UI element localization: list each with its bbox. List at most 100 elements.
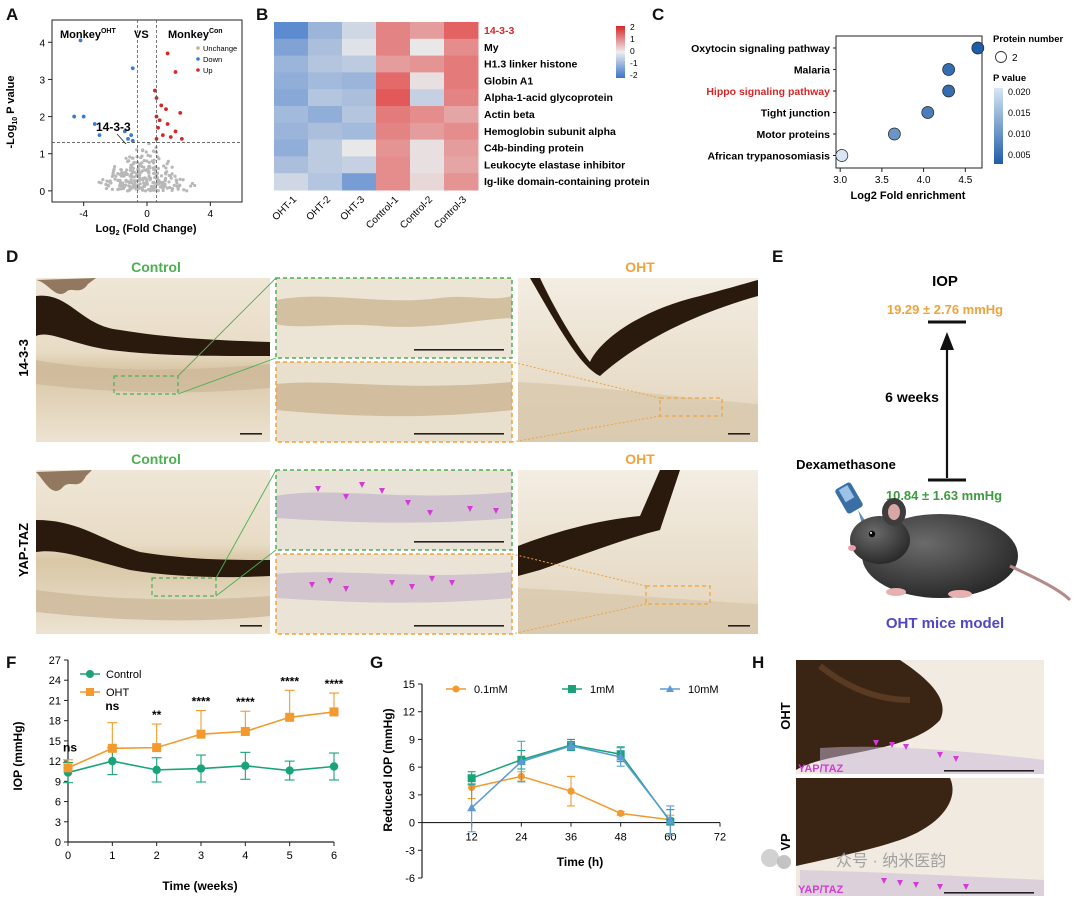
heatmap-cell [274, 89, 309, 107]
volcano-point-up [178, 110, 183, 115]
iop-x-tick-label: 6 [331, 850, 337, 862]
volcano-point-unchanged [134, 187, 138, 191]
legend-dot-up [196, 68, 200, 72]
reduced-iop-point-0-1mm [617, 809, 625, 817]
legend-label-10mm: 10mM [688, 684, 719, 696]
legend-marker-10mm [666, 685, 674, 692]
heatmap-color-scale [616, 26, 625, 78]
volcano-title-right: MonkeyCon [168, 28, 223, 41]
heatmap-cell [376, 89, 411, 107]
heatmap-cell [376, 72, 411, 90]
volcano-point-unchanged [170, 188, 174, 192]
control-label-top: Control [131, 259, 181, 275]
heatmap-cell [410, 55, 445, 73]
micrograph-control-yap-taz [36, 470, 270, 634]
legend-label-up: Up [203, 66, 213, 75]
heatmap-cell [308, 55, 343, 73]
pathway-label: Oxytocin signaling pathway [691, 43, 830, 55]
volcano-point-unchanged [163, 182, 167, 186]
roi-oht-14-3-3 [659, 397, 723, 417]
iop-point-control [329, 762, 339, 771]
volcano-point-unchanged [145, 159, 149, 163]
volcano-point-unchanged [128, 155, 132, 159]
volcano-y-tick-label: 4 [39, 38, 45, 49]
heatmap-cell [308, 173, 343, 191]
iop-point-oht [107, 743, 117, 753]
heatmap-cell [444, 55, 479, 73]
volcano-point-up [173, 129, 178, 134]
volcano-point-unchanged [111, 172, 115, 176]
significance-mark: **** [280, 674, 299, 688]
eye-drop-bottle [835, 482, 866, 524]
yap-arrows-oht [309, 576, 455, 592]
iop-point-control [152, 765, 161, 775]
heatmap-cell [342, 72, 377, 90]
volcano-point-unchanged [147, 169, 151, 173]
heatmap-scale-label: 0 [630, 46, 635, 56]
significance-mark: ** [152, 708, 162, 722]
volcano-point-down [92, 122, 97, 126]
iop-x-tick-label: 5 [287, 850, 293, 862]
volcano-point-unchanged [132, 179, 136, 183]
volcano-point-unchanged [139, 155, 143, 160]
legend-label-unchange: Unchange [203, 44, 237, 53]
volcano-point-down [129, 133, 134, 138]
iop-y-tick-label: 15 [49, 736, 61, 748]
volcano-point-unchanged [141, 169, 145, 173]
color-legend-title: P value [993, 73, 1026, 84]
volcano-x-tick-label: 0 [144, 209, 150, 220]
volcano-point-unchanged [152, 180, 156, 184]
volcano-point-unchanged [110, 187, 114, 191]
volcano-point-unchanged [141, 148, 145, 152]
iop-x-label: Time (weeks) [162, 879, 237, 893]
volcano-point-unchanged [178, 183, 182, 188]
heatmap: 14-3-3 My H1.3 linker histone Globin A1 Alph… [271, 22, 650, 231]
heatmap-row-label: Hemoglobin subunit alpha [484, 126, 616, 138]
volcano-point-unchanged [116, 171, 120, 176]
iop-y-tick-label: 24 [49, 675, 61, 687]
zoom-line-control-yap-bottom [215, 549, 277, 597]
legend-label-down: Down [203, 55, 222, 64]
heatmap-column-label: Control-3 [432, 194, 469, 231]
volcano-point-unchanged [165, 162, 169, 166]
volcano-point-unchanged [182, 188, 186, 192]
volcano-point-unchanged [118, 178, 122, 183]
volcano-point-unchanged [130, 175, 134, 179]
reduced-iop-x-tick-label: 12 [466, 832, 478, 844]
volcano-point-unchanged [123, 184, 127, 189]
volcano-point-unchanged [127, 180, 131, 185]
h-stain-label-vp: YAP/TAZ [798, 884, 844, 896]
micrograph-control-14-3-3 [36, 278, 270, 442]
h-row-label-vp: VP [778, 833, 793, 851]
yap-arrows-control [315, 482, 499, 516]
volcano-point-unchanged [131, 166, 136, 170]
pathway-label: Tight junction [761, 108, 830, 120]
heatmap-column-label: OHT-1 [271, 194, 300, 223]
pathway-label: Hippo signaling pathway [706, 86, 830, 98]
volcano-point-unchanged [161, 188, 165, 193]
roi-control-14-3-3 [113, 375, 179, 395]
heatmap-cell [410, 72, 445, 90]
volcano-point-unchanged [155, 171, 159, 176]
heatmap-row-label: C4b-binding protein [484, 143, 584, 155]
heatmap-cell [376, 38, 411, 57]
model-label: OHT mice model [886, 615, 1004, 632]
enrichment-dot [942, 84, 955, 98]
volcano-point-unchanged [138, 178, 142, 182]
zoom-line-oht-bottom [511, 415, 661, 443]
volcano-point-unchanged [130, 163, 134, 168]
h-stain-label-oht: YAP/TAZ [798, 763, 844, 775]
heatmap-cell [444, 89, 479, 107]
volcano-point-unchanged [175, 181, 179, 185]
heatmap-cell [444, 156, 479, 174]
iop-y-tick-label: 0 [55, 837, 61, 849]
heatmap-cell [274, 72, 309, 90]
enrichment-dot [921, 106, 935, 119]
volcano-point-unchanged [138, 173, 142, 177]
volcano-point-down [126, 136, 130, 141]
volcano-point-unchanged [106, 184, 111, 188]
heatmap-cell [308, 22, 343, 40]
volcano-point-unchanged [124, 156, 128, 160]
heatmap-row-labels: 14-3-3 My H1.3 linker histone Globin A1 Alph… [484, 25, 650, 188]
